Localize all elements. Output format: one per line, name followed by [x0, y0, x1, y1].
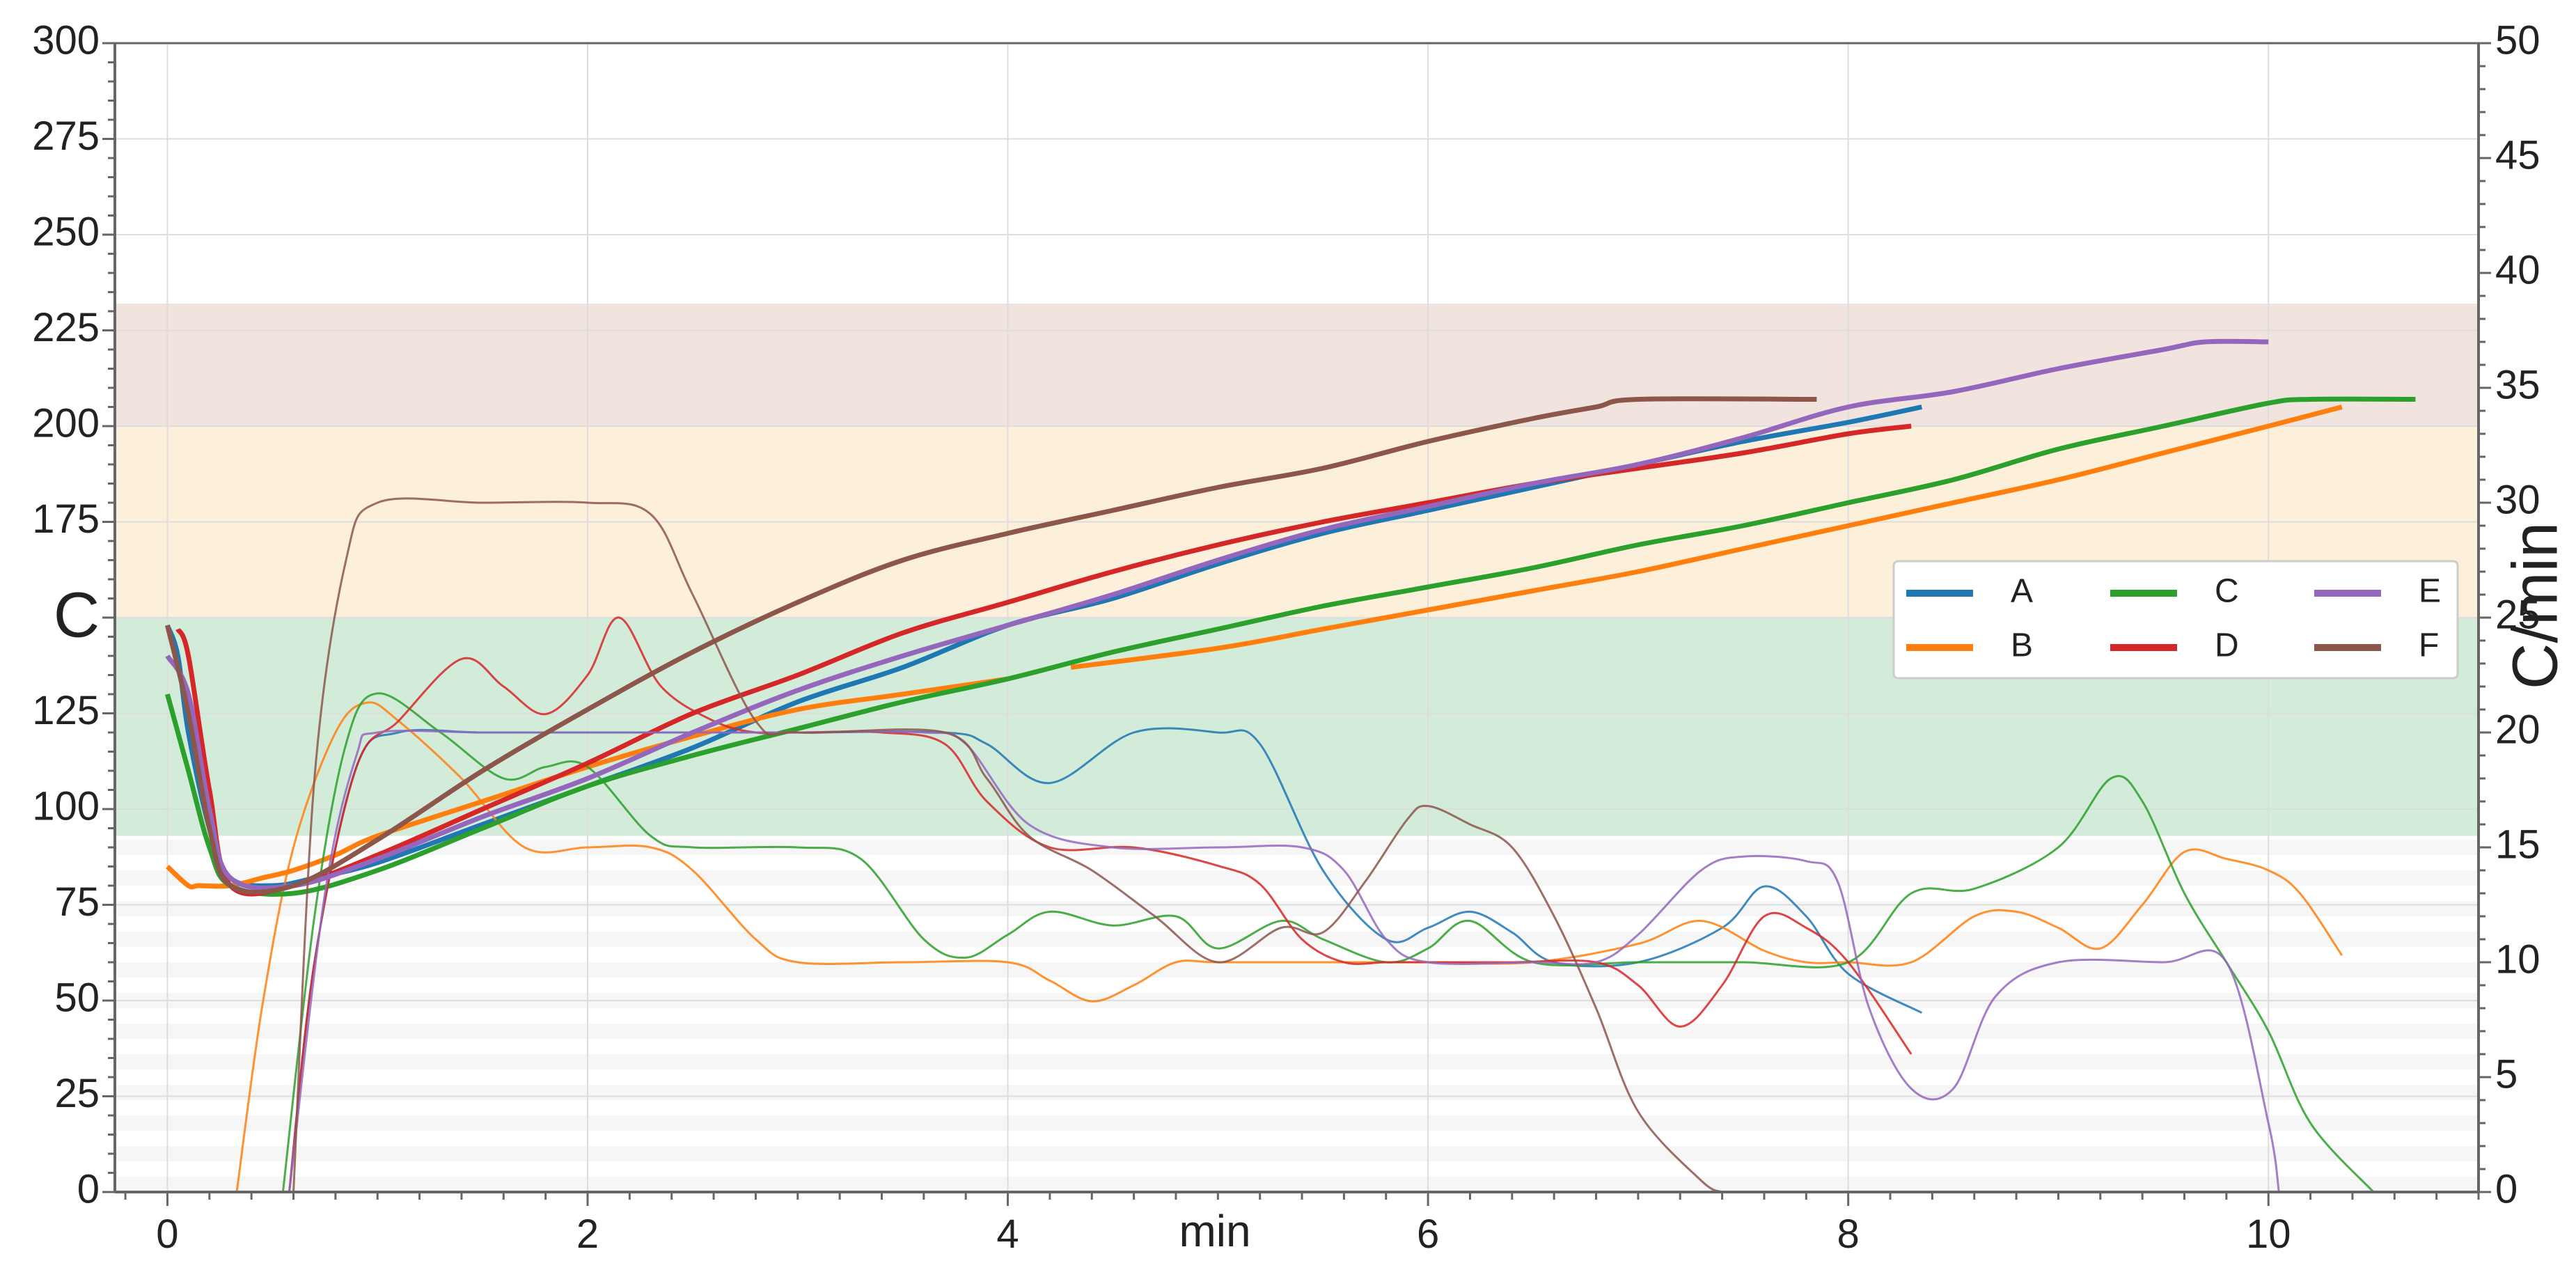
y-tick-label: 225: [32, 305, 100, 350]
y-tick-label: 0: [77, 1166, 100, 1212]
y2-tick-label: 15: [2495, 822, 2540, 867]
x-tick-label: 4: [996, 1212, 1019, 1257]
temperature-line-B: [166, 676, 1009, 890]
stripe: [115, 870, 2479, 886]
y2-tick-label: 0: [2495, 1166, 2518, 1212]
y2-tick-label: 10: [2495, 936, 2540, 982]
y2-axis-label: C/min: [2499, 522, 2570, 689]
series-F: [164, 396, 1817, 1192]
y-tick-label: 25: [54, 1071, 100, 1116]
y2-tick-label: 40: [2495, 247, 2540, 292]
x-tick-label: 8: [1837, 1212, 1860, 1257]
y-axis-label: C: [54, 579, 100, 650]
stripe: [115, 932, 2479, 947]
y-tick-label: 175: [32, 496, 100, 542]
legend-label-E: E: [2419, 573, 2441, 610]
stripe: [115, 1146, 2479, 1161]
y-tick-label: 100: [32, 783, 100, 829]
y-tick-label: 50: [54, 975, 100, 1020]
legend-label-B: B: [2011, 627, 2033, 664]
x-axis-label: min: [1179, 1206, 1250, 1256]
rate-line-E: [288, 730, 2280, 1192]
temperature-line-C: [165, 396, 2416, 897]
stripe: [115, 962, 2479, 978]
legend-box: [1892, 560, 2459, 680]
x-tick-label: 6: [1417, 1212, 1439, 1257]
y2-tick-label: 30: [2495, 477, 2540, 522]
rate-line-D: [288, 616, 1913, 1192]
y2-tick-label: 35: [2495, 362, 2540, 407]
rate-line-B: [235, 701, 2343, 1192]
y2-tick-label: 50: [2495, 17, 2540, 63]
stripe: [115, 1054, 2479, 1069]
y2-tick-label: 20: [2495, 707, 2540, 752]
x-tick-label: 10: [2246, 1212, 2291, 1257]
legend-label-F: F: [2419, 627, 2439, 664]
legend-label-A: A: [2011, 573, 2033, 610]
stripe: [115, 1115, 2479, 1131]
y-tick-label: 250: [32, 209, 100, 254]
stripe: [115, 1177, 2479, 1192]
axis-labels: C C/min min: [54, 522, 2571, 1256]
temperature-line-E: [165, 338, 2269, 891]
rate-line-A: [288, 727, 1923, 1192]
x-tick-label: 2: [576, 1212, 599, 1257]
y-tick-label: 275: [32, 113, 100, 159]
rate-line-C: [281, 692, 2375, 1192]
series-E: [165, 338, 2280, 1192]
stripe: [115, 901, 2479, 916]
y-tick-label: 200: [32, 400, 100, 446]
rate-line-F: [292, 497, 1723, 1192]
y2-tick-label: 45: [2495, 132, 2540, 178]
legend: AB CD EF: [1892, 560, 2459, 680]
series-layer: [164, 338, 2416, 1192]
band-0: [115, 304, 2479, 426]
temperature-line-B-2: [1070, 405, 2343, 670]
y2-tick-label: 5: [2495, 1051, 2518, 1097]
background-stripes: [115, 840, 2479, 1192]
series-B: [166, 405, 2343, 1192]
y-tick-label: 125: [32, 688, 100, 733]
stripe: [115, 1024, 2479, 1039]
legend-label-D: D: [2215, 627, 2239, 664]
y2-tick-label: 25: [2495, 592, 2540, 637]
axes: 0255075100125175200225250275300051015202…: [32, 17, 2540, 1257]
temperature-line-F: [164, 396, 1817, 895]
x-tick-label: 0: [156, 1212, 178, 1257]
y-tick-label: 75: [54, 879, 100, 925]
y-tick-label: 300: [32, 17, 100, 63]
stripe: [115, 1085, 2479, 1100]
series-C: [165, 396, 2416, 1192]
legend-label-C: C: [2215, 573, 2239, 610]
